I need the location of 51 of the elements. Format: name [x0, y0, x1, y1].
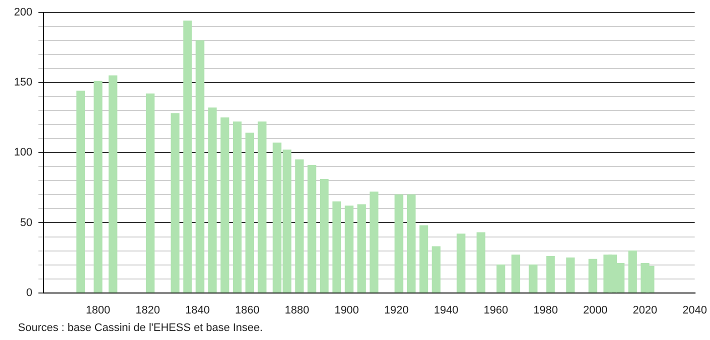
y-tick-label: 200: [14, 6, 32, 19]
bar: [566, 257, 575, 293]
bar: [511, 254, 520, 293]
x-tick-label: 1900: [334, 304, 359, 316]
source-note: Sources : base Cassini de l'EHESS et base Insee.: [18, 322, 263, 334]
bar: [220, 117, 230, 293]
bar: [196, 40, 204, 293]
bar: [183, 20, 192, 293]
bar: [308, 164, 316, 293]
bar: [295, 159, 304, 293]
x-tick-label: 2020: [632, 304, 658, 316]
bar: [588, 258, 598, 293]
y-tick-label: 100: [14, 146, 32, 159]
bar: [496, 264, 506, 293]
x-tick-label: 2040: [682, 304, 708, 316]
bar: [76, 90, 85, 293]
bar: [357, 204, 366, 293]
bar: [94, 80, 102, 293]
y-tick-label: 0: [26, 286, 32, 299]
x-tick-label: 2000: [583, 304, 608, 316]
bar: [146, 94, 155, 293]
y-tick-label: 50: [20, 216, 32, 229]
bar: [628, 250, 637, 293]
bar: [419, 225, 428, 293]
x-tick-label: 1800: [86, 304, 110, 316]
x-tick-label: 1920: [384, 304, 409, 316]
bar: [232, 122, 242, 293]
x-tick-label: 1980: [533, 304, 558, 316]
x-tick-label: 1940: [434, 304, 458, 316]
x-tick-label: 1820: [136, 304, 160, 316]
x-tick-label: 1860: [234, 304, 260, 316]
y-tick-label: 150: [14, 76, 32, 89]
x-tick-label: 1840: [185, 304, 210, 316]
bar: [406, 194, 416, 293]
bar: [394, 194, 404, 293]
bar: [344, 206, 354, 293]
bar: [332, 201, 342, 293]
bar: [528, 264, 538, 293]
bar: [370, 192, 378, 293]
bar: [258, 122, 266, 293]
bar: [108, 75, 118, 293]
bar: [320, 178, 329, 293]
bar: [456, 234, 466, 293]
bar: [476, 232, 486, 293]
bar: [170, 113, 180, 293]
x-tick-label: 1960: [484, 304, 508, 316]
bar: [432, 246, 441, 293]
x-tick-label: 1880: [284, 304, 310, 316]
bar: [245, 132, 254, 293]
bar: [208, 108, 217, 293]
bar: [546, 256, 555, 293]
